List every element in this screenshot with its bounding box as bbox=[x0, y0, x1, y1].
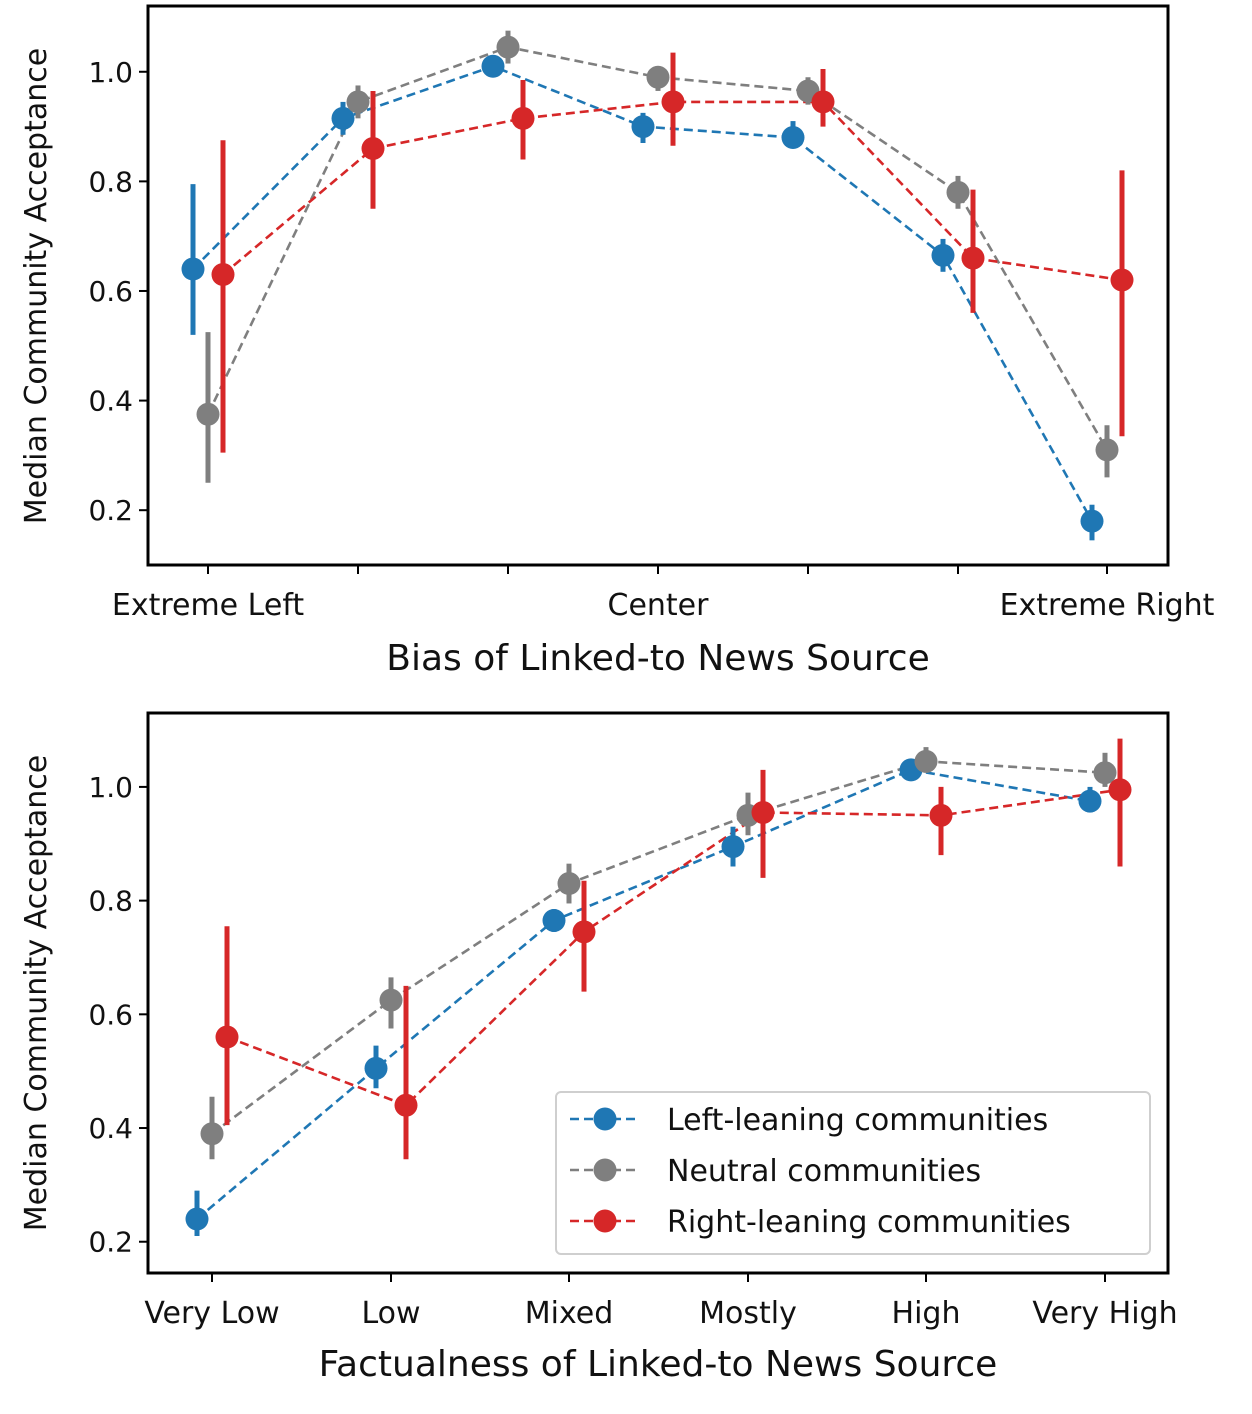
factualness-x-tick-label: Mixed bbox=[525, 1296, 614, 1331]
factualness-plot-frame bbox=[146, 711, 1170, 1275]
bias-point-neutral bbox=[646, 65, 670, 89]
bias-point-left bbox=[181, 257, 205, 281]
bias-point-left bbox=[631, 115, 655, 139]
factualness-x-tick-label: Very Low bbox=[144, 1296, 279, 1331]
factualness-point-neutral bbox=[200, 1122, 224, 1146]
bias-y-tick-label: 0.2 bbox=[88, 494, 133, 527]
bias-plot-frame bbox=[146, 4, 1170, 567]
factualness-x-tick-label: Very High bbox=[1032, 1296, 1177, 1331]
factualness-y-tick-label: 0.8 bbox=[88, 885, 133, 918]
factualness-point-right bbox=[1108, 778, 1132, 802]
bias-chart-y-axis-label: Median Community Acceptance bbox=[19, 48, 54, 524]
bias-point-left bbox=[781, 126, 805, 150]
bias-point-right bbox=[361, 136, 385, 160]
factualness-chart-y-axis-label: Median Community Acceptance bbox=[19, 755, 54, 1231]
factualness-point-right bbox=[929, 803, 953, 827]
factualness-series-line-left bbox=[196, 768, 1091, 1220]
factualness-point-neutral bbox=[379, 988, 403, 1012]
factualness-point-left bbox=[364, 1056, 388, 1080]
factualness-series-line-right bbox=[226, 788, 1121, 1107]
factualness-point-neutral bbox=[1093, 761, 1117, 785]
legend-label-neutral: Neutral communities bbox=[667, 1154, 981, 1189]
bias-point-left bbox=[331, 106, 355, 130]
factualness-x-tick-label: High bbox=[892, 1296, 961, 1331]
bias-point-right bbox=[961, 246, 985, 270]
bias-point-left bbox=[481, 54, 505, 78]
bias-x-tick-label: Center bbox=[608, 588, 710, 623]
bias-point-neutral bbox=[196, 402, 220, 426]
bias-point-right bbox=[511, 106, 535, 130]
factualness-x-tick-label: Mostly bbox=[699, 1296, 797, 1331]
bias-point-neutral bbox=[1095, 438, 1119, 462]
bias-point-right bbox=[811, 90, 835, 114]
legend-swatch-marker-neutral bbox=[593, 1158, 617, 1182]
legend: Left-leaning communities Neutral communit… bbox=[555, 1091, 1151, 1255]
bias-point-left bbox=[1080, 509, 1104, 533]
factualness-x-tick-label: Low bbox=[361, 1296, 420, 1331]
legend-label-right: Right-leaning communities bbox=[667, 1205, 1071, 1240]
legend-label-left: Left-leaning communities bbox=[667, 1103, 1048, 1138]
factualness-point-left bbox=[721, 835, 745, 859]
bias-x-tick-label: Extreme Right bbox=[1000, 588, 1215, 623]
factualness-y-tick-label: 1.0 bbox=[88, 771, 133, 804]
legend-swatch-marker-left bbox=[593, 1107, 617, 1131]
factualness-chart-x-axis-label: Factualness of Linked-to News Source bbox=[319, 1344, 998, 1385]
bias-point-right bbox=[1110, 268, 1134, 292]
bias-chart-x-axis-label: Bias of Linked-to News Source bbox=[386, 638, 929, 679]
bias-point-neutral bbox=[946, 180, 970, 204]
bias-y-tick-label: 0.4 bbox=[88, 385, 133, 418]
bias-y-tick-label: 1.0 bbox=[88, 56, 133, 89]
legend-swatch-marker-right bbox=[593, 1209, 617, 1233]
bias-point-neutral bbox=[496, 35, 520, 59]
bias-point-right bbox=[211, 263, 235, 287]
factualness-point-right bbox=[394, 1093, 418, 1117]
factualness-point-left bbox=[1078, 789, 1102, 813]
factualness-point-left bbox=[185, 1207, 209, 1231]
factualness-point-right bbox=[751, 800, 775, 824]
bias-point-left bbox=[931, 243, 955, 267]
factualness-y-tick-label: 0.6 bbox=[88, 998, 133, 1031]
factualness-point-right bbox=[572, 920, 596, 944]
bias-x-tick-label: Extreme Left bbox=[112, 588, 304, 623]
factualness-series-line-neutral bbox=[211, 760, 1106, 1135]
bias-y-tick-label: 0.8 bbox=[88, 165, 133, 198]
factualness-point-neutral bbox=[914, 749, 938, 773]
bias-point-right bbox=[661, 90, 685, 114]
bias-chart-panel: Median Community Acceptance Bias of Link… bbox=[19, 4, 1215, 679]
factualness-y-tick-label: 0.4 bbox=[88, 1112, 133, 1145]
bias-point-neutral bbox=[346, 90, 370, 114]
factualness-point-neutral bbox=[557, 872, 581, 896]
factualness-point-left bbox=[542, 909, 566, 933]
bias-y-tick-label: 0.6 bbox=[88, 275, 133, 308]
factualness-point-right bbox=[215, 1025, 239, 1049]
legend-box bbox=[555, 1091, 1151, 1255]
factualness-chart-panel: Median Community Acceptance Factualness … bbox=[19, 711, 1178, 1385]
factualness-y-tick-label: 0.2 bbox=[88, 1226, 133, 1259]
